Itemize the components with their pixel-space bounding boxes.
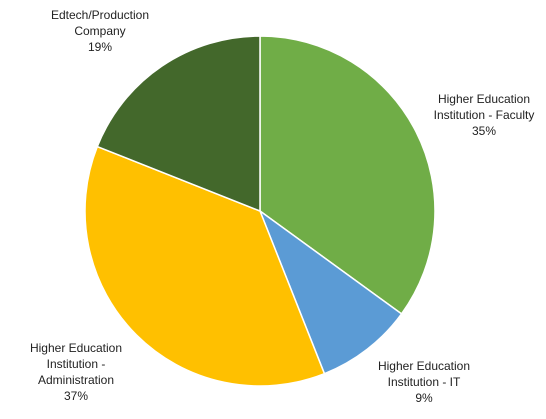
- pie-slice-higher-ed-administration: [84, 145, 326, 387]
- slice-label-higher-ed-it: Higher Education Institution - IT 9%: [378, 359, 470, 405]
- pie-slice-edtech-production-company: [96, 35, 261, 213]
- pie-slices: [84, 35, 436, 387]
- slice-labels: Higher Education Institution - Faculty 35%…: [30, 8, 534, 405]
- slice-label-higher-ed-administration: Higher Education Institution -Administrat…: [30, 341, 122, 403]
- pie-slice-higher-ed-faculty: [259, 35, 436, 315]
- pie-slice-higher-ed-it: [258, 208, 403, 375]
- slice-label-higher-ed-faculty: Higher Education Institution - Faculty 35%: [434, 92, 535, 138]
- slice-label-edtech-production-company: Edtech/Production Company 19%: [51, 8, 149, 54]
